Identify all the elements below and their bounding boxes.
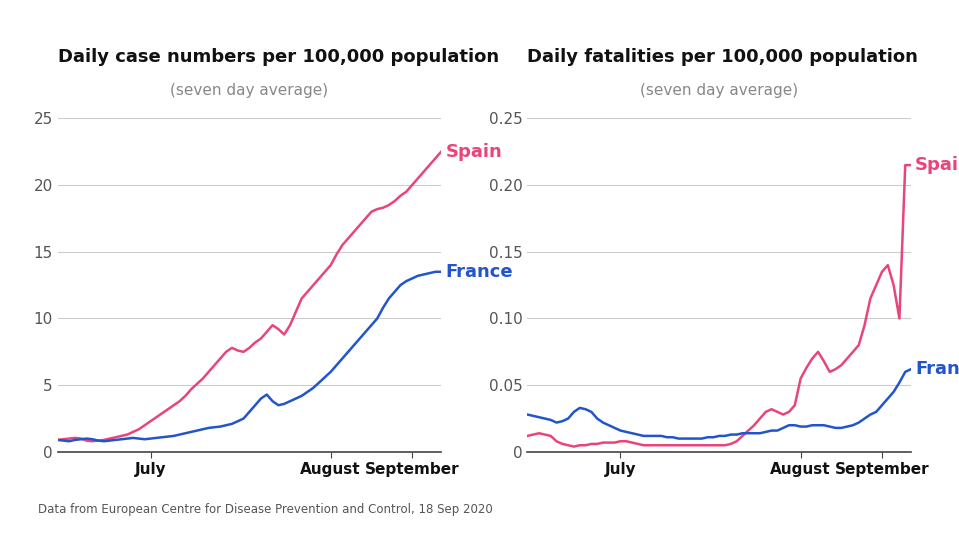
Text: (seven day average): (seven day average)	[641, 83, 798, 98]
Text: France: France	[445, 263, 513, 281]
Text: Daily fatalities per 100,000 population: Daily fatalities per 100,000 population	[527, 48, 919, 66]
Text: (seven day average): (seven day average)	[171, 83, 328, 98]
Text: Daily case numbers per 100,000 population: Daily case numbers per 100,000 populatio…	[58, 48, 499, 66]
Text: Spain: Spain	[445, 143, 503, 161]
Text: Data from European Centre for Disease Prevention and Control, 18 Sep 2020: Data from European Centre for Disease Pr…	[38, 504, 493, 516]
Text: France: France	[915, 360, 959, 378]
Text: Spain: Spain	[915, 156, 959, 174]
